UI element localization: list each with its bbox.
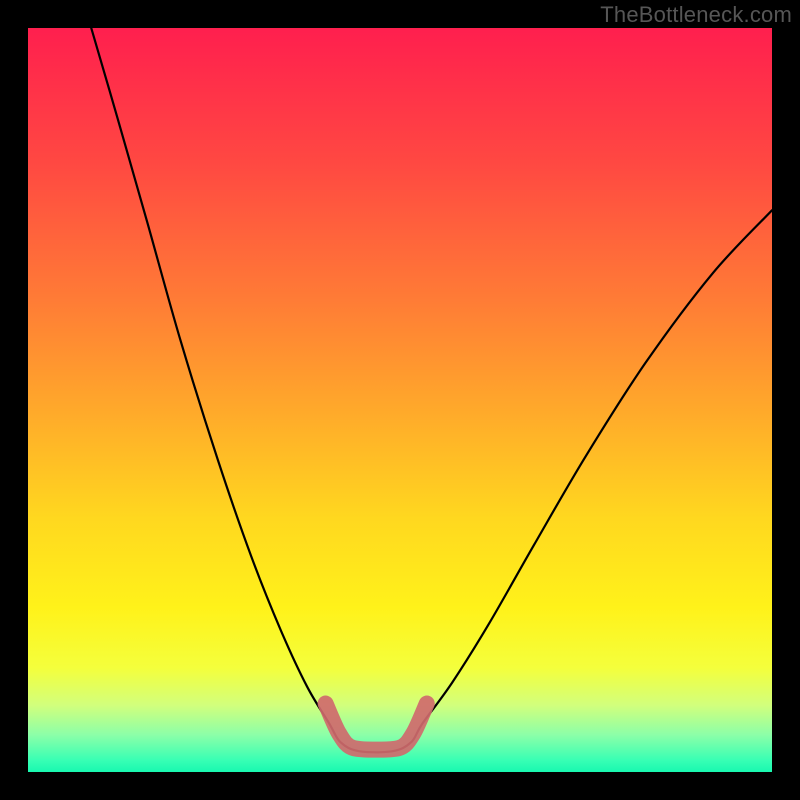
gradient-background: [28, 28, 772, 772]
bottleneck-chart-svg: [0, 0, 800, 800]
watermark-text: TheBottleneck.com: [600, 2, 792, 28]
chart-container: TheBottleneck.com: [0, 0, 800, 800]
